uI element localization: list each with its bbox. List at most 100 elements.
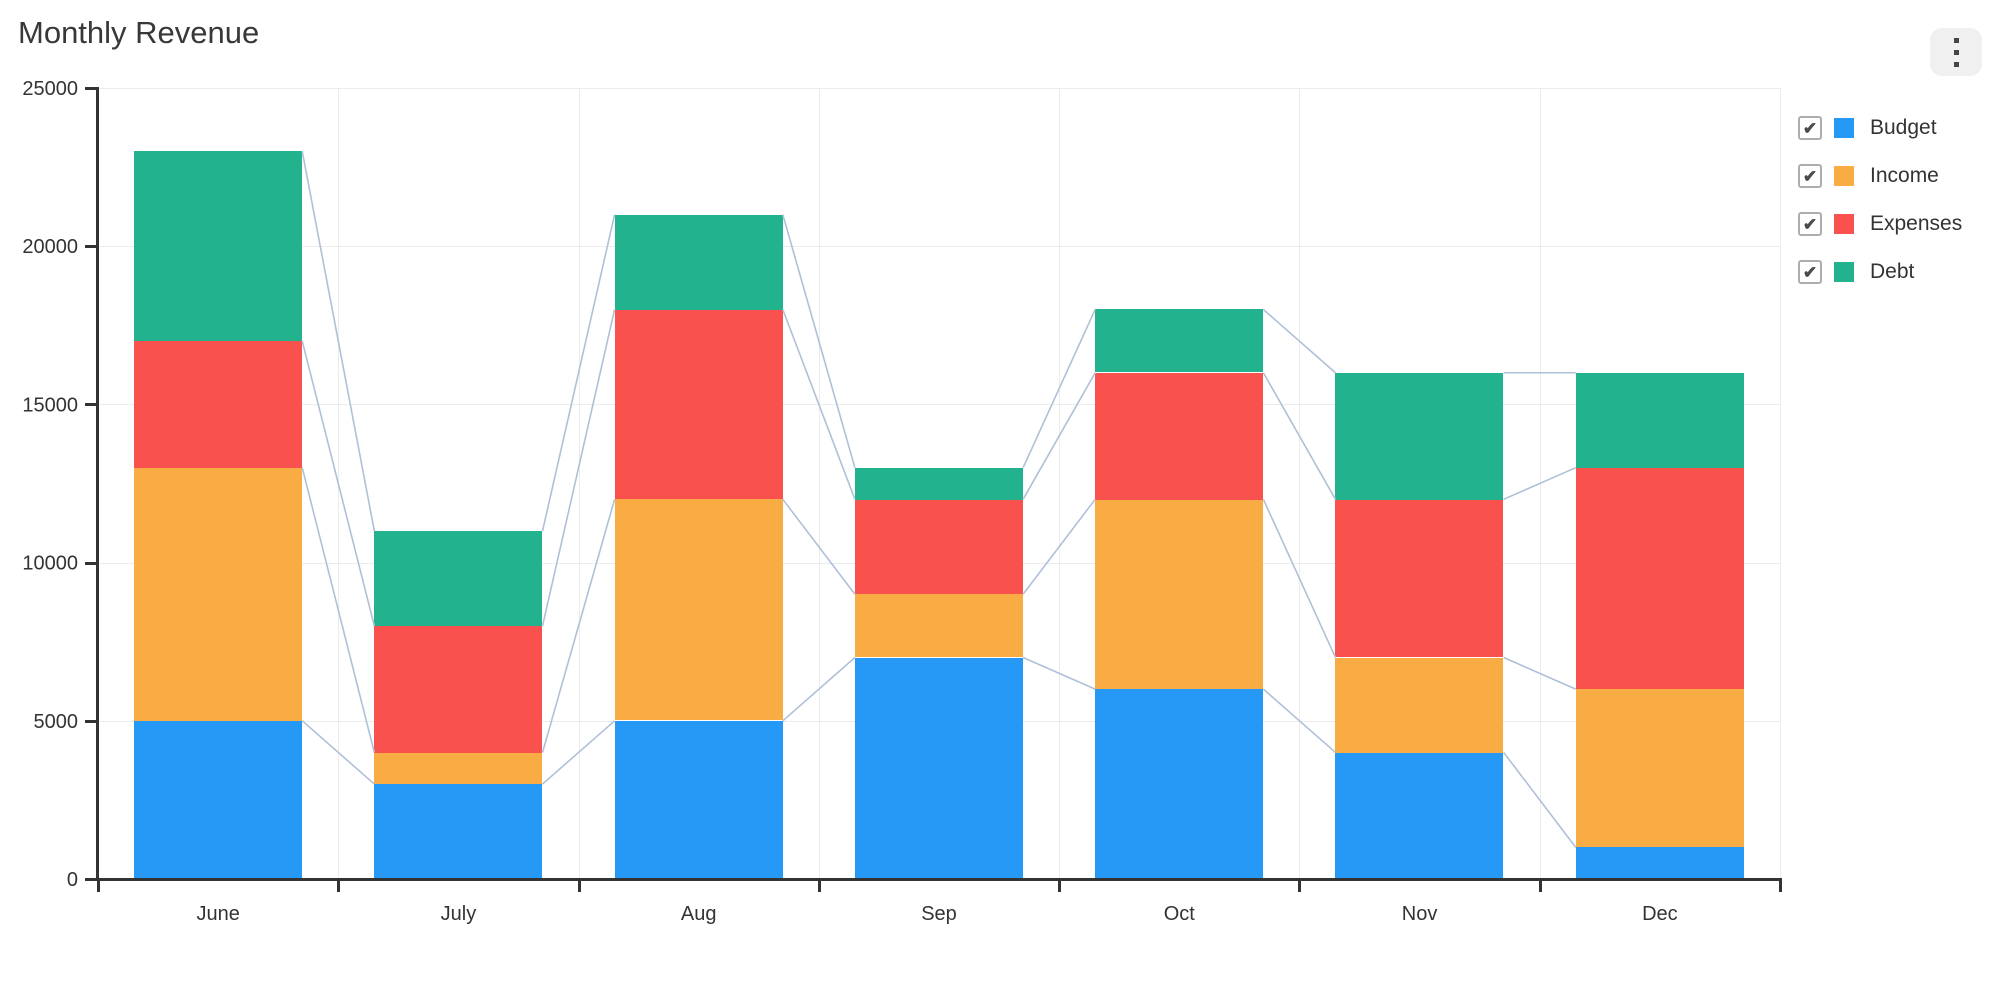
connector-line: [1262, 372, 1337, 500]
y-axis-label: 5000: [34, 711, 79, 733]
bar-segment-dec-budget[interactable]: [1576, 847, 1744, 879]
connector-lines: [301, 151, 1577, 848]
y-axis-label: 0: [67, 869, 78, 891]
connector-line: [782, 498, 856, 595]
x-axis-tick: [578, 879, 581, 892]
legend-checkbox-budget[interactable]: ✔: [1798, 116, 1822, 140]
x-axis-tick: [1298, 879, 1301, 892]
bar-segment-oct-budget[interactable]: [1095, 689, 1263, 879]
x-axis-tick: [1779, 879, 1782, 892]
y-axis-line: [96, 87, 99, 879]
chart-title: Monthly Revenue: [18, 15, 260, 50]
x-axis-label: Nov: [1402, 903, 1438, 925]
bar-segment-july-debt[interactable]: [374, 531, 542, 626]
connector-line: [301, 467, 376, 753]
connector-line: [782, 309, 856, 500]
bar-segment-june-budget[interactable]: [134, 721, 302, 879]
connector-line: [301, 720, 375, 785]
bar-segment-sep-debt[interactable]: [855, 468, 1023, 500]
connector-line: [1503, 751, 1577, 848]
x-axis-label: Oct: [1164, 903, 1196, 925]
connector-line: [1503, 656, 1577, 690]
connector-line: [542, 720, 616, 785]
bar-segment-july-expenses[interactable]: [374, 626, 542, 753]
legend-swatch-expenses: [1834, 214, 1854, 234]
connector-line: [782, 656, 856, 722]
connector-line: [1503, 466, 1577, 501]
bar-segment-july-budget[interactable]: [374, 784, 542, 879]
legend-item-label: Income: [1870, 164, 1939, 187]
legend-swatch-income: [1834, 166, 1854, 186]
y-axis-tick: [85, 720, 96, 723]
bar-segment-sep-budget[interactable]: [855, 658, 1023, 879]
bar-segment-aug-budget[interactable]: [615, 721, 783, 879]
bar-segment-nov-budget[interactable]: [1335, 752, 1503, 879]
bar-segment-dec-debt[interactable]: [1576, 373, 1744, 468]
x-axis-tick: [97, 879, 100, 892]
bar-segment-nov-debt[interactable]: [1335, 373, 1503, 500]
x-axis-line: [96, 878, 1782, 881]
bar-segment-nov-expenses[interactable]: [1335, 499, 1503, 657]
y-axis-tick: [85, 245, 96, 248]
bar-segment-nov-income[interactable]: [1335, 658, 1503, 753]
bar-segment-oct-expenses[interactable]: [1095, 373, 1263, 500]
x-axis-tick: [1058, 879, 1061, 892]
bar-segment-dec-income[interactable]: [1576, 689, 1744, 847]
bar-segment-sep-income[interactable]: [855, 594, 1023, 657]
bar-segment-aug-debt[interactable]: [615, 215, 783, 310]
x-axis-label: Sep: [921, 903, 957, 925]
legend-item-label: Debt: [1870, 260, 1915, 283]
bar-segment-july-income[interactable]: [374, 752, 542, 784]
connector-line: [541, 309, 616, 627]
bar-segment-aug-income[interactable]: [615, 499, 783, 720]
y-axis-tick: [85, 562, 96, 565]
y-axis-label: 10000: [22, 553, 78, 575]
connector-line: [541, 214, 616, 532]
legend-item-debt[interactable]: ✔ Debt: [1798, 248, 1962, 296]
x-axis-label: July: [441, 903, 477, 925]
legend-item-expenses[interactable]: ✔ Expenses: [1798, 200, 1962, 248]
axis-labels: 0 5000 10000 15000 20000 25000 June July Aug Sep O…: [22, 78, 1677, 925]
x-axis-label: Dec: [1642, 903, 1678, 925]
connector-line: [1022, 656, 1096, 690]
bar-segment-june-income[interactable]: [134, 468, 302, 721]
bar-segment-sep-expenses[interactable]: [855, 499, 1023, 594]
bar-segment-oct-income[interactable]: [1095, 499, 1263, 689]
bar-segment-aug-expenses[interactable]: [615, 309, 783, 499]
legend-swatch-debt: [1834, 262, 1854, 282]
legend-checkbox-income[interactable]: ✔: [1798, 164, 1822, 188]
y-axis-label: 15000: [22, 394, 78, 416]
kebab-vertical-icon: [1953, 37, 1959, 67]
legend-item-label: Expenses: [1870, 212, 1963, 235]
chart-menu-button[interactable]: [1930, 28, 1982, 76]
axes: [85, 87, 1782, 892]
legend-checkbox-expenses[interactable]: ✔: [1798, 212, 1822, 236]
connector-line: [1262, 308, 1336, 374]
connector-line: [1262, 688, 1336, 754]
connector-line: [301, 340, 376, 627]
bar-segment-june-debt[interactable]: [134, 151, 302, 341]
y-axis-tick: [85, 878, 96, 881]
bar-segment-oct-debt[interactable]: [1095, 309, 1263, 372]
bar-segment-dec-expenses[interactable]: [1576, 468, 1744, 689]
connector-line: [1022, 309, 1096, 469]
y-axis-label: 20000: [22, 236, 78, 258]
connector-line: [1022, 498, 1096, 595]
connector-line: [1262, 498, 1337, 658]
y-axis-tick: [85, 403, 96, 406]
legend-checkbox-debt[interactable]: ✔: [1798, 260, 1822, 284]
chart-legend: ✔ Budget ✔ Income ✔ Expenses ✔ Debt: [1798, 104, 1962, 296]
y-axis-label: 25000: [22, 78, 78, 100]
legend-item-budget[interactable]: ✔ Budget: [1798, 104, 1962, 152]
connector-line: [782, 214, 856, 468]
x-axis-tick: [1539, 879, 1542, 892]
connector-line: [1022, 372, 1096, 500]
x-axis-tick: [337, 879, 340, 892]
bar-segment-june-expenses[interactable]: [134, 341, 302, 468]
legend-swatch-budget: [1834, 118, 1854, 138]
bars: [134, 151, 1744, 879]
legend-item-income[interactable]: ✔ Income: [1798, 152, 1962, 200]
connector-line: [541, 499, 616, 753]
